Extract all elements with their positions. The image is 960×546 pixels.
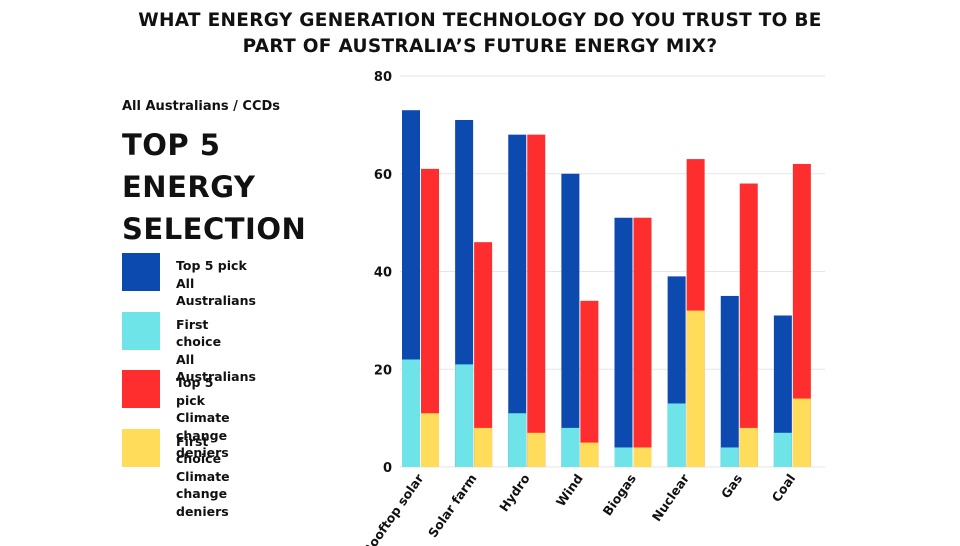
heading-line-3: SELECTION — [122, 212, 307, 246]
bar-first-choice-all-australians — [402, 359, 420, 467]
section-heading: TOP 5 ENERGY SELECTION — [122, 124, 306, 250]
subtitle: All Australians / CCDs — [122, 99, 281, 114]
legend-label-line-1: First choice — [176, 433, 222, 467]
legend-swatch — [122, 311, 160, 350]
legend-label-line-1: Top 5 pick — [176, 258, 247, 273]
bar-first-choice-all-australians — [773, 432, 792, 467]
bar-first-choice-climate-change-deniers — [792, 398, 811, 467]
heading-line-1: TOP 5 — [122, 128, 221, 162]
y-tick-label: 40 — [374, 266, 392, 281]
bar-first-choice-climate-change-deniers — [686, 310, 705, 467]
bar-first-choice-all-australians — [508, 413, 527, 467]
x-tick-label: Solar farm — [425, 471, 480, 540]
bar-top5-all-australians — [773, 315, 792, 467]
y-tick-label: 20 — [374, 363, 392, 378]
legend-swatch — [122, 370, 160, 408]
bar-first-choice-all-australians — [614, 447, 633, 467]
bar-first-choice-all-australians — [455, 364, 474, 467]
legend-label-line-2: Climate change deniers — [176, 410, 230, 460]
bar-first-choice-climate-change-deniers — [739, 427, 758, 467]
bar-top5-climate-change-deniers — [527, 134, 546, 467]
legend-label-line-2: All Australians — [176, 275, 256, 309]
bar-first-choice-climate-change-deniers — [580, 442, 599, 467]
legend-label-line-2: Climate change deniers — [176, 468, 230, 519]
x-tick-label: Gas — [718, 471, 745, 501]
legend-swatch — [122, 253, 160, 291]
y-tick-label: 80 — [374, 70, 392, 85]
bar-first-choice-all-australians — [667, 403, 686, 467]
x-tick-label: Coal — [769, 471, 799, 505]
bar-top5-all-australians — [720, 295, 739, 467]
bar-first-choice-climate-change-deniers — [527, 432, 546, 467]
x-tick-label: Biogas — [600, 471, 639, 518]
bar-first-choice-climate-change-deniers — [474, 427, 493, 467]
bar-first-choice-climate-change-deniers — [421, 413, 439, 467]
bar-top5-climate-change-deniers — [580, 300, 599, 467]
bar-top5-climate-change-deniers — [739, 183, 758, 467]
legend-label-line-2: All Australians — [176, 351, 256, 385]
legend-label-line-1: First choice — [176, 316, 222, 350]
chart-title: WHAT ENERGY GENERATION TECHNOLOGY DO YOU… — [0, 8, 960, 60]
bar-top5-all-australians — [614, 217, 633, 467]
bar-first-choice-all-australians — [561, 427, 580, 467]
x-tick-label: Wind — [553, 471, 586, 509]
bar-top5-all-australians — [561, 173, 580, 467]
bar-first-choice-all-australians — [720, 447, 739, 467]
x-tick-label: Rooftop solar — [360, 470, 427, 546]
bar-top5-all-australians — [508, 134, 527, 467]
chart-title-line-2: PART OF AUSTRALIA’S FUTURE ENERGY MIX? — [242, 36, 718, 57]
y-tick-label: 60 — [374, 168, 392, 183]
chart-title-line-1: WHAT ENERGY GENERATION TECHNOLOGY DO YOU… — [138, 10, 822, 31]
x-tick-label: Nuclear — [649, 470, 693, 524]
bar-top5-climate-change-deniers — [421, 168, 439, 468]
y-tick-label: 0 — [383, 461, 392, 476]
bar-first-choice-climate-change-deniers — [633, 447, 652, 467]
x-tick-label: Hydro — [496, 471, 533, 515]
heading-line-2: ENERGY — [122, 170, 256, 204]
legend-swatch — [122, 428, 160, 467]
legend-label-line-1: Top 5 pick — [176, 375, 214, 408]
bar-top5-climate-change-deniers — [792, 163, 811, 467]
bar-top5-climate-change-deniers — [633, 217, 652, 467]
bar-top5-climate-change-deniers — [474, 242, 493, 467]
